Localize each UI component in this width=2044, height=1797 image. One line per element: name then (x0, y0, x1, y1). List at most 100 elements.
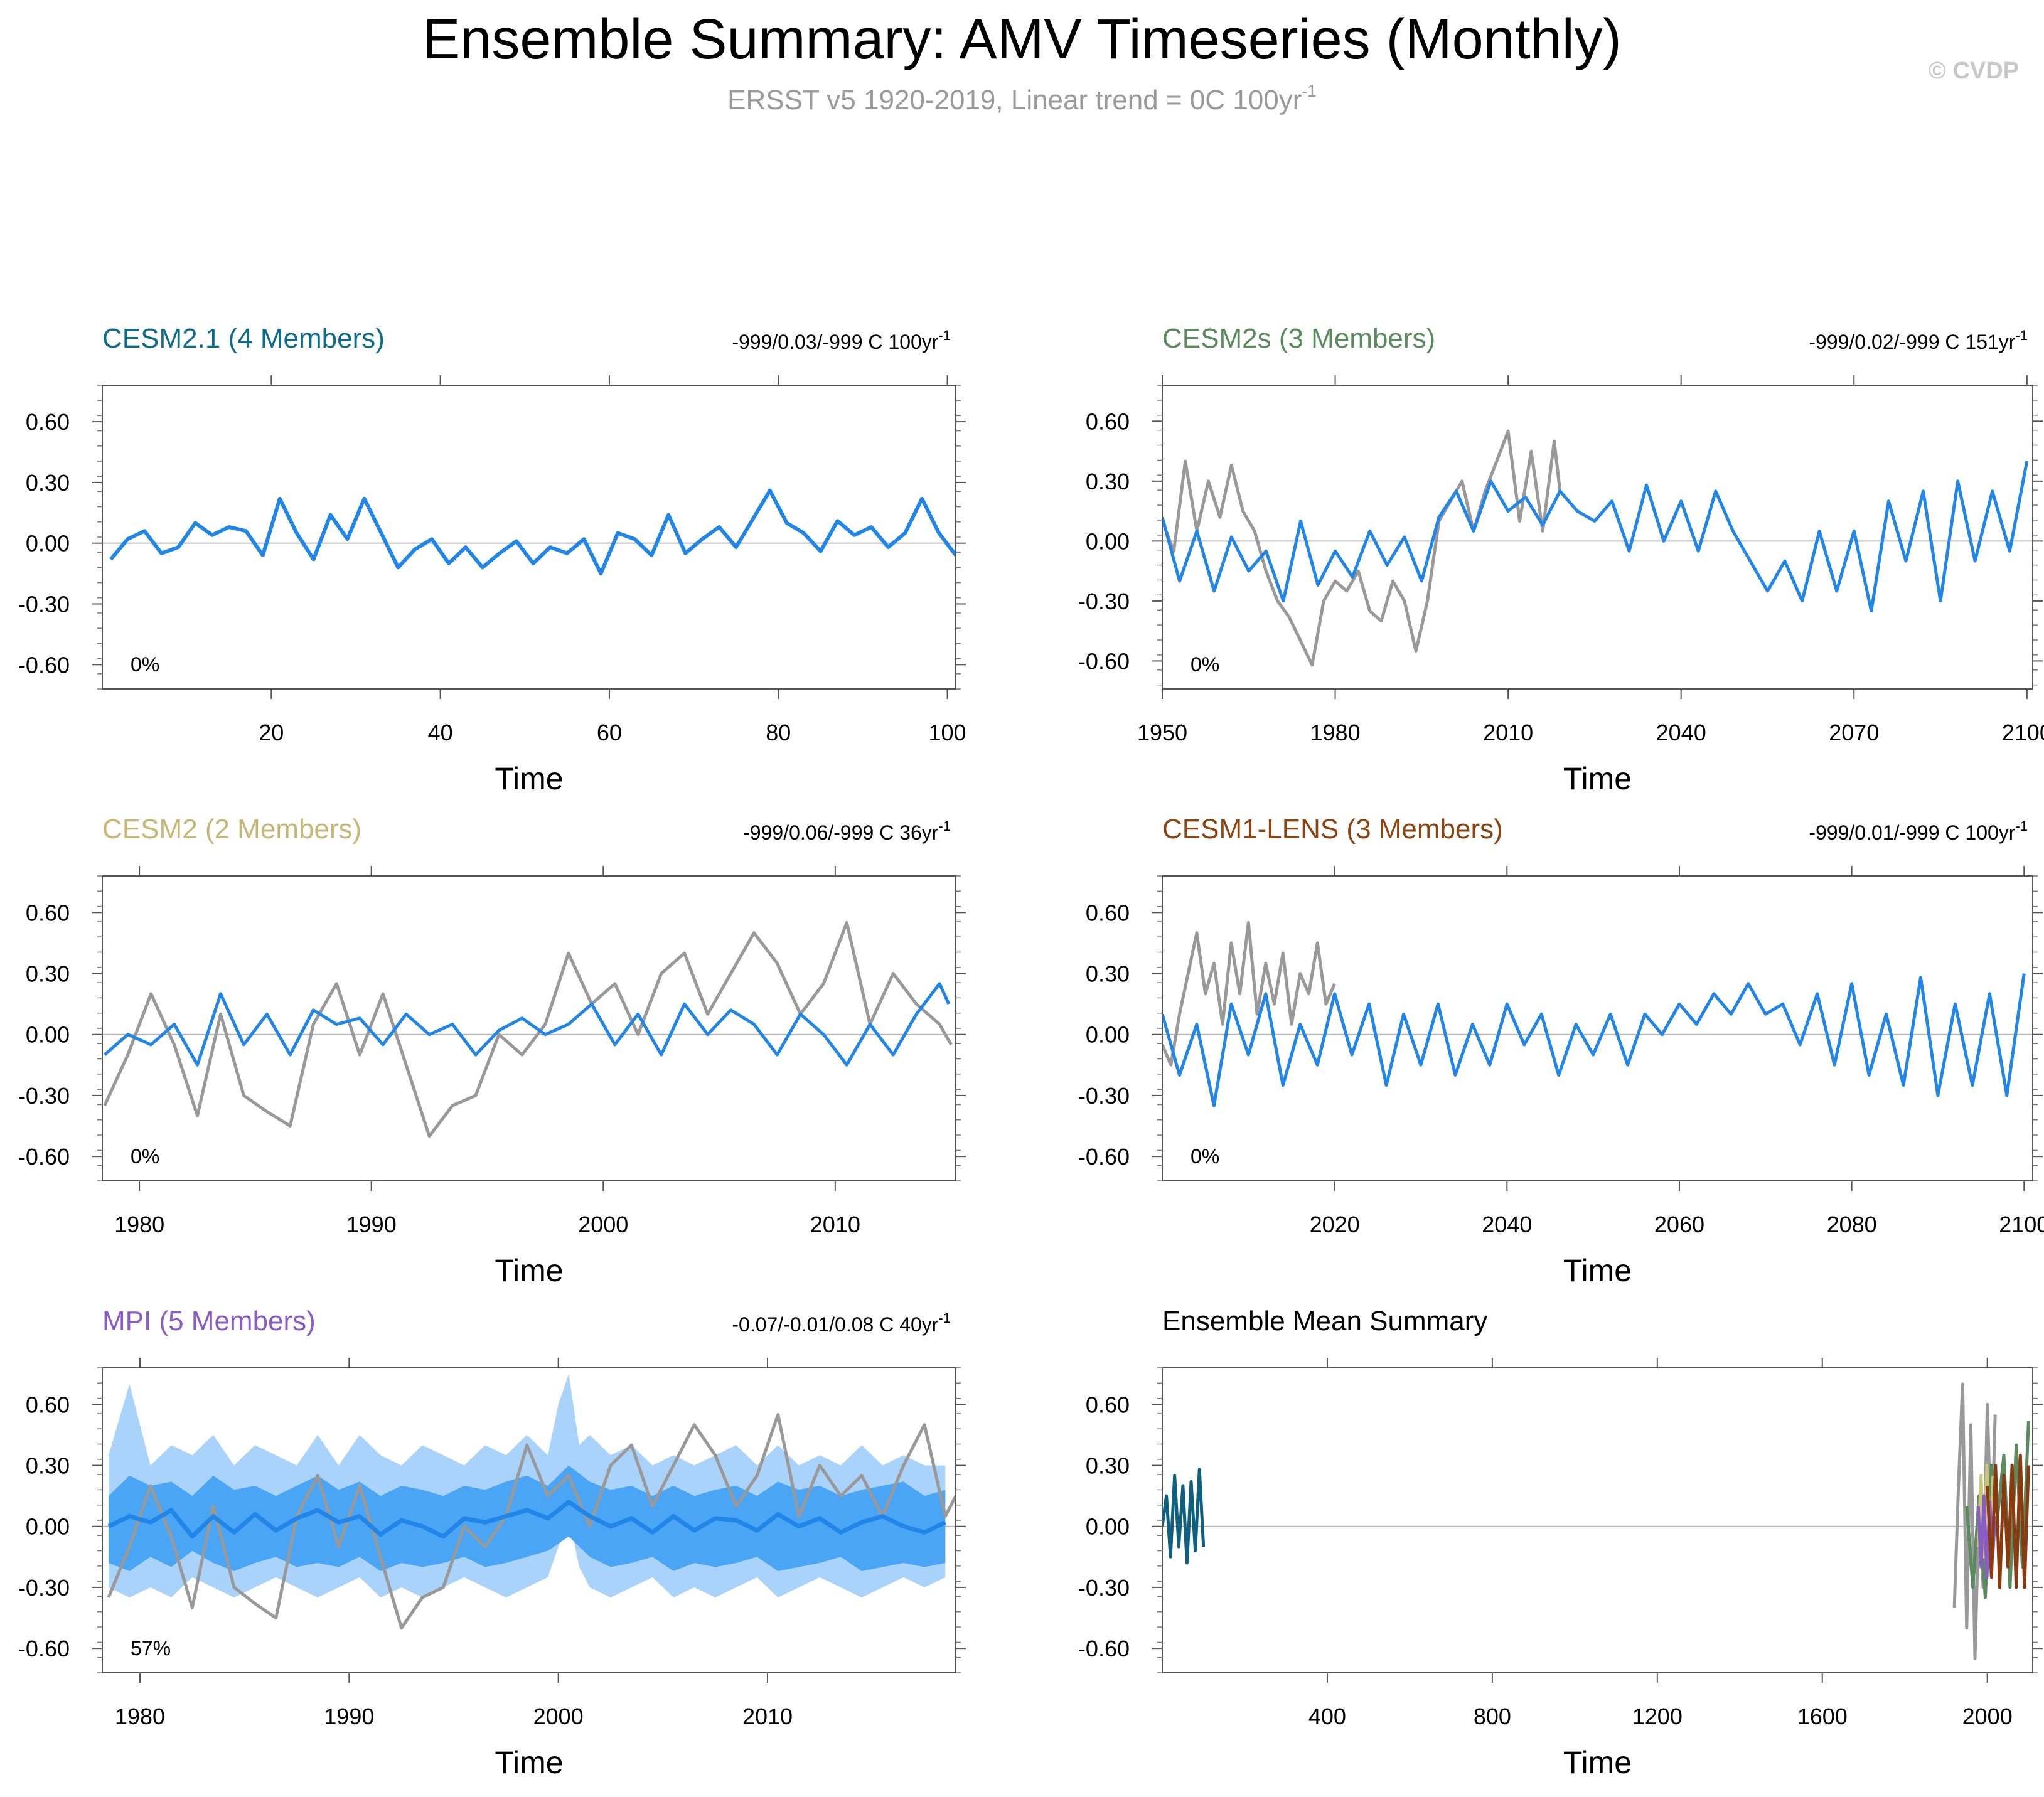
series-line-observations (107, 1413, 956, 1630)
plot-frame (1162, 385, 2033, 690)
series-line-ensemble-mean (1162, 973, 2026, 1107)
y-tick-label: -0.60 (1078, 648, 1130, 674)
panel-stat-value: -999/0.02/-999 C 151yr (1809, 331, 2015, 353)
x-tick-label: 1600 (1797, 1704, 1848, 1729)
y-tick-label: 0.00 (26, 1514, 70, 1540)
y-tick-label: -0.30 (1078, 589, 1130, 614)
x-axis-label: Time (495, 1253, 563, 1288)
panel-title: CESM2s (3 Members) (1162, 323, 1435, 354)
plot-data (1162, 429, 2033, 667)
panel-title: Ensemble Mean Summary (1162, 1306, 1487, 1336)
plot-data (102, 488, 956, 576)
series-line-ensemble-mean (1162, 461, 2029, 613)
plot-frame (1162, 875, 2033, 1181)
y-tick-label: 0.30 (26, 470, 70, 496)
y-tick-label: 0.30 (1086, 961, 1130, 987)
panel-cesm21: CESM2.1 (4 Members) -999/0.03/-999 C 100y… (18, 323, 966, 796)
series-line-cesm2-1 (1162, 1468, 1206, 1565)
subtitle-text: ERSST v5 1920-2019, Linear trend = 0C 10… (727, 84, 1302, 115)
panel-stat-exponent: -1 (938, 328, 951, 343)
y-tick-label: 0.60 (1086, 900, 1130, 925)
panel-stat-value: -999/0.03/-999 C 100yr (732, 331, 938, 353)
plot-data (102, 1373, 956, 1630)
panel-title: MPI (5 Members) (102, 1306, 316, 1336)
panel-stat-exponent: -1 (2015, 818, 2028, 834)
series-line-ensemble-mean (109, 488, 956, 576)
panel-cesm2s: CESM2s (3 Members) -999/0.02/-999 C 151yr… (1078, 323, 2044, 796)
panel-stat: -999/0.01/-999 C 100yr-1 (1809, 818, 2028, 844)
plot-data (102, 921, 956, 1138)
panel-stat-exponent: -1 (938, 818, 951, 834)
y-tick-label: -0.30 (18, 1575, 70, 1601)
panel-stat: -999/0.06/-999 C 36yr-1 (743, 818, 951, 844)
y-tick-label: 0.60 (26, 900, 70, 925)
spread-band-inner (109, 1465, 946, 1571)
panel-stat-value: -999/0.06/-999 C 36yr (743, 821, 939, 844)
x-tick-label: 2080 (1827, 1212, 1877, 1237)
x-tick-label: 2000 (533, 1704, 584, 1729)
y-tick-label: -0.30 (1078, 1083, 1130, 1109)
copyright-watermark: © CVDP (1928, 58, 2019, 84)
y-tick-label: -0.30 (18, 591, 70, 617)
plot-data (1162, 1382, 2033, 1660)
x-axis-label: Time (1563, 761, 1632, 796)
plot-data (1162, 921, 2033, 1107)
panel-stat: -999/0.02/-999 C 151yr-1 (1809, 328, 2028, 353)
x-tick-label: 2100 (2002, 720, 2044, 745)
series-line-observations (103, 921, 953, 1138)
x-tick-label: 20 (259, 720, 284, 745)
panel-ensmean: Ensemble Mean Summary 0.60 0.30 0.00 -0.30 -0… (1078, 1306, 2043, 1780)
panel-stat-value: -999/0.01/-999 C 100yr (1809, 821, 2015, 844)
panel-percent-label: 0% (1191, 653, 1219, 676)
y-tick-label: 0.00 (1086, 1022, 1130, 1048)
panel-stat: -999/0.03/-999 C 100yr-1 (732, 328, 951, 353)
x-tick-label: 1990 (346, 1212, 397, 1237)
panel-percent-label: 57% (131, 1637, 171, 1660)
x-tick-label: 2040 (1482, 1212, 1532, 1237)
y-tick-label: -0.30 (18, 1083, 70, 1109)
x-tick-label: 40 (428, 720, 453, 745)
y-tick-label: 0.60 (26, 1392, 70, 1417)
x-tick-label: 2020 (1310, 1212, 1360, 1237)
x-axis-label: Time (495, 761, 563, 796)
series-line-ensemble-mean (107, 1500, 946, 1539)
panel-cesm1lens: CESM1-LENS (3 Members) -999/0.01/-999 C 1… (1078, 814, 2044, 1288)
panel-title: CESM2 (2 Members) (102, 814, 361, 845)
panel-percent-label: 0% (131, 1145, 159, 1168)
y-tick-label: -0.60 (18, 1636, 70, 1661)
panel-percent-label: 0% (131, 653, 159, 676)
plot-frame (102, 875, 956, 1181)
series-line-observations (1162, 921, 1337, 1067)
y-tick-label: 0.00 (26, 531, 70, 557)
series-line-ensemble-mean (104, 982, 951, 1067)
x-tick-label: 2070 (1829, 720, 1879, 745)
panel-stat: -0.07/-0.01/0.08 C 40yr-1 (732, 1310, 951, 1336)
x-tick-label: 2010 (810, 1212, 860, 1237)
x-tick-label: 1990 (324, 1704, 374, 1729)
plot-frame (1162, 1367, 2033, 1673)
y-tick-label: 0.30 (1086, 1453, 1130, 1479)
y-tick-label: 0.00 (1086, 1514, 1130, 1540)
y-tick-label: -0.60 (1078, 1636, 1130, 1661)
x-axis-label: Time (1563, 1253, 1632, 1288)
y-tick-label: 0.00 (1086, 528, 1130, 554)
x-tick-label: 2060 (1654, 1212, 1704, 1237)
panel-title: CESM2.1 (4 Members) (102, 323, 385, 354)
panel-stat-exponent: -1 (938, 1310, 951, 1326)
y-tick-label: 0.60 (1086, 408, 1130, 434)
x-tick-label: 2010 (1483, 720, 1533, 745)
x-tick-label: 60 (597, 720, 622, 745)
x-tick-label: 100 (928, 720, 966, 745)
x-tick-label: 1980 (1310, 720, 1361, 745)
x-tick-label: 1980 (114, 1212, 164, 1237)
y-tick-label: -0.30 (1078, 1575, 1130, 1601)
x-tick-label: 1200 (1632, 1704, 1683, 1729)
y-tick-label: 0.00 (26, 1022, 70, 1048)
x-axis-label: Time (495, 1745, 563, 1780)
x-tick-label: 800 (1474, 1704, 1511, 1729)
series-line-observations (1952, 1382, 1997, 1660)
y-tick-label: -0.60 (18, 1144, 70, 1170)
subtitle-exponent: -1 (1302, 82, 1317, 100)
y-tick-label: 0.30 (26, 961, 70, 987)
